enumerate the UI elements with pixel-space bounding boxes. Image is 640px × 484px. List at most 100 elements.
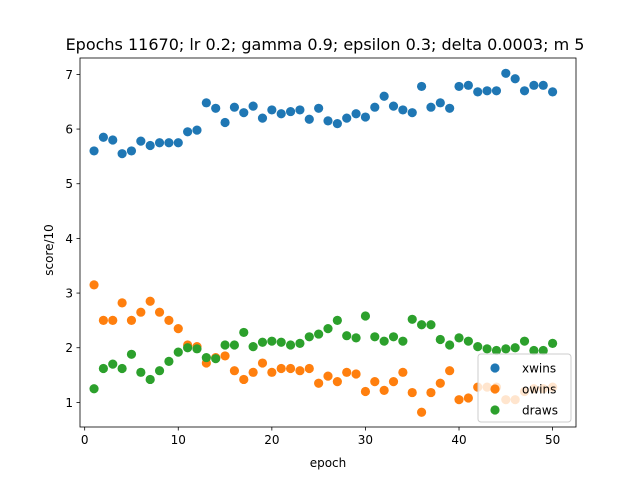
data-point-owins: [445, 366, 455, 376]
data-point-draws: [510, 343, 520, 353]
data-point-draws: [136, 367, 146, 377]
data-point-draws: [229, 340, 240, 350]
data-point-owins: [388, 377, 399, 387]
data-point-owins: [398, 367, 408, 377]
data-point-owins: [360, 386, 371, 397]
data-point-xwins: [398, 105, 408, 115]
data-point-draws: [407, 314, 417, 324]
data-point-draws: [257, 337, 268, 347]
data-point-xwins: [379, 91, 389, 101]
data-point-draws: [98, 363, 108, 374]
data-point-draws: [463, 336, 473, 346]
y-tick-label: 3: [65, 287, 73, 301]
data-point-xwins: [276, 109, 286, 119]
data-point-xwins: [342, 113, 352, 123]
data-point-xwins: [332, 119, 342, 129]
data-point-owins: [407, 387, 417, 398]
x-tick-label: 20: [264, 433, 279, 447]
data-point-draws: [201, 352, 211, 363]
data-point-xwins: [463, 80, 473, 90]
data-point-draws: [454, 333, 464, 343]
data-point-xwins: [501, 68, 511, 78]
data-point-draws: [314, 329, 324, 339]
data-point-owins: [351, 369, 361, 379]
data-point-xwins: [285, 106, 296, 117]
data-point-draws: [192, 344, 202, 354]
data-point-draws: [519, 336, 530, 346]
data-point-draws: [164, 356, 174, 366]
data-point-draws: [220, 340, 230, 350]
data-point-owins: [126, 315, 137, 325]
data-point-draws: [529, 345, 539, 356]
data-point-owins: [257, 358, 268, 368]
data-point-draws: [445, 340, 455, 350]
data-point-owins: [332, 377, 342, 387]
data-point-xwins: [360, 112, 371, 122]
data-point-owins: [304, 363, 314, 374]
data-point-xwins: [426, 102, 436, 112]
legend-box: [477, 353, 572, 423]
y-tick-label: 7: [65, 68, 73, 82]
data-point-draws: [211, 354, 221, 364]
data-point-xwins: [388, 101, 399, 111]
data-point-xwins: [164, 138, 174, 148]
data-point-draws: [285, 340, 296, 350]
data-point-draws: [89, 384, 99, 394]
data-point-draws: [379, 336, 389, 346]
data-point-owins: [379, 385, 389, 395]
data-point-draws: [416, 320, 427, 330]
data-point-owins: [239, 374, 249, 385]
data-point-draws: [173, 347, 183, 357]
x-tick-label: 10: [171, 433, 186, 447]
data-point-owins: [276, 363, 286, 374]
data-point-draws: [295, 338, 305, 348]
legend-marker-xwins: [490, 363, 500, 373]
legend-label-draws: draws: [522, 404, 558, 418]
data-point-xwins: [454, 81, 464, 92]
data-point-draws: [276, 337, 286, 347]
data-point-draws: [145, 374, 155, 385]
data-point-draws: [360, 311, 371, 321]
data-point-xwins: [117, 149, 127, 159]
data-point-xwins: [229, 102, 240, 112]
data-point-xwins: [370, 102, 380, 112]
data-point-xwins: [192, 125, 202, 135]
data-point-xwins: [89, 146, 99, 156]
data-point-owins: [229, 366, 240, 376]
data-point-draws: [473, 342, 483, 352]
y-tick-label: 4: [65, 232, 73, 246]
data-point-draws: [398, 336, 408, 346]
legend: xwins owins draws: [477, 353, 572, 423]
data-point-owins: [248, 367, 258, 377]
x-axis-label: epoch: [310, 456, 347, 470]
plot-frame: [79, 57, 577, 428]
data-point-draws: [183, 343, 193, 353]
data-point-xwins: [220, 117, 230, 128]
data-point-owins: [136, 307, 146, 317]
data-point-draws: [342, 331, 352, 341]
data-point-xwins: [529, 80, 539, 90]
y-axis-label: score/10: [42, 224, 56, 276]
data-point-owins: [435, 378, 445, 388]
data-point-owins: [173, 324, 183, 334]
data-point-xwins: [519, 86, 530, 96]
y-tick-label: 1: [65, 396, 73, 410]
data-point-xwins: [248, 101, 258, 111]
data-point-draws: [426, 320, 436, 330]
data-point-xwins: [145, 140, 155, 151]
data-point-xwins: [108, 135, 118, 145]
series-draws: [89, 311, 558, 394]
data-point-xwins: [407, 108, 417, 118]
data-point-draws: [548, 338, 558, 348]
data-point-owins: [295, 366, 305, 376]
data-point-owins: [98, 315, 108, 325]
data-point-owins: [370, 377, 380, 387]
data-point-draws: [388, 332, 399, 342]
data-point-draws: [304, 332, 314, 342]
legend-label-xwins: xwins: [522, 362, 556, 376]
data-point-draws: [491, 345, 502, 356]
data-point-draws: [482, 344, 492, 354]
data-point-owins: [164, 315, 174, 325]
data-point-draws: [501, 344, 511, 354]
